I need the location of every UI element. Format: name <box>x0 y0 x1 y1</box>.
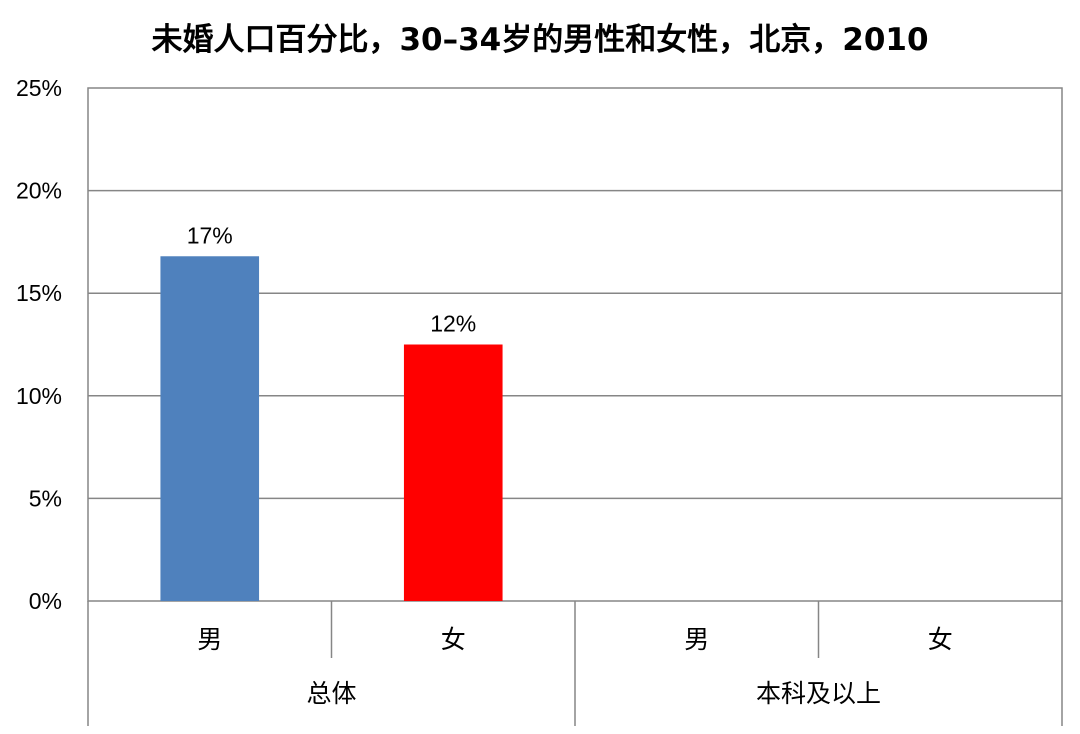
y-tick-label: 25% <box>16 75 62 101</box>
group-label: 本科及以上 <box>756 679 881 708</box>
bar <box>403 344 503 601</box>
y-tick-label: 15% <box>16 280 62 306</box>
chart-title: 未婚人口百分比，30–34岁的男性和女性，北京，2010 <box>151 22 928 58</box>
x-axis: 男 女 男 女总体 本科及以上 <box>87 601 1063 726</box>
y-tick-label: 5% <box>29 485 62 511</box>
category-label: 男 <box>197 625 222 654</box>
y-axis: 0% 5% 10% 15% 20% 25% <box>16 75 62 614</box>
data-labels: 17% 12% <box>187 222 477 336</box>
y-tick-label: 20% <box>16 178 62 204</box>
category-label: 女 <box>441 625 466 654</box>
bar <box>160 256 260 601</box>
data-label: 12% <box>430 311 476 337</box>
group-label: 总体 <box>306 679 356 708</box>
y-tick-label: 0% <box>29 588 62 614</box>
category-label: 女 <box>928 625 953 654</box>
data-label: 17% <box>187 222 233 248</box>
bars <box>160 256 503 601</box>
y-tick-label: 10% <box>16 383 62 409</box>
category-label: 男 <box>684 625 709 654</box>
